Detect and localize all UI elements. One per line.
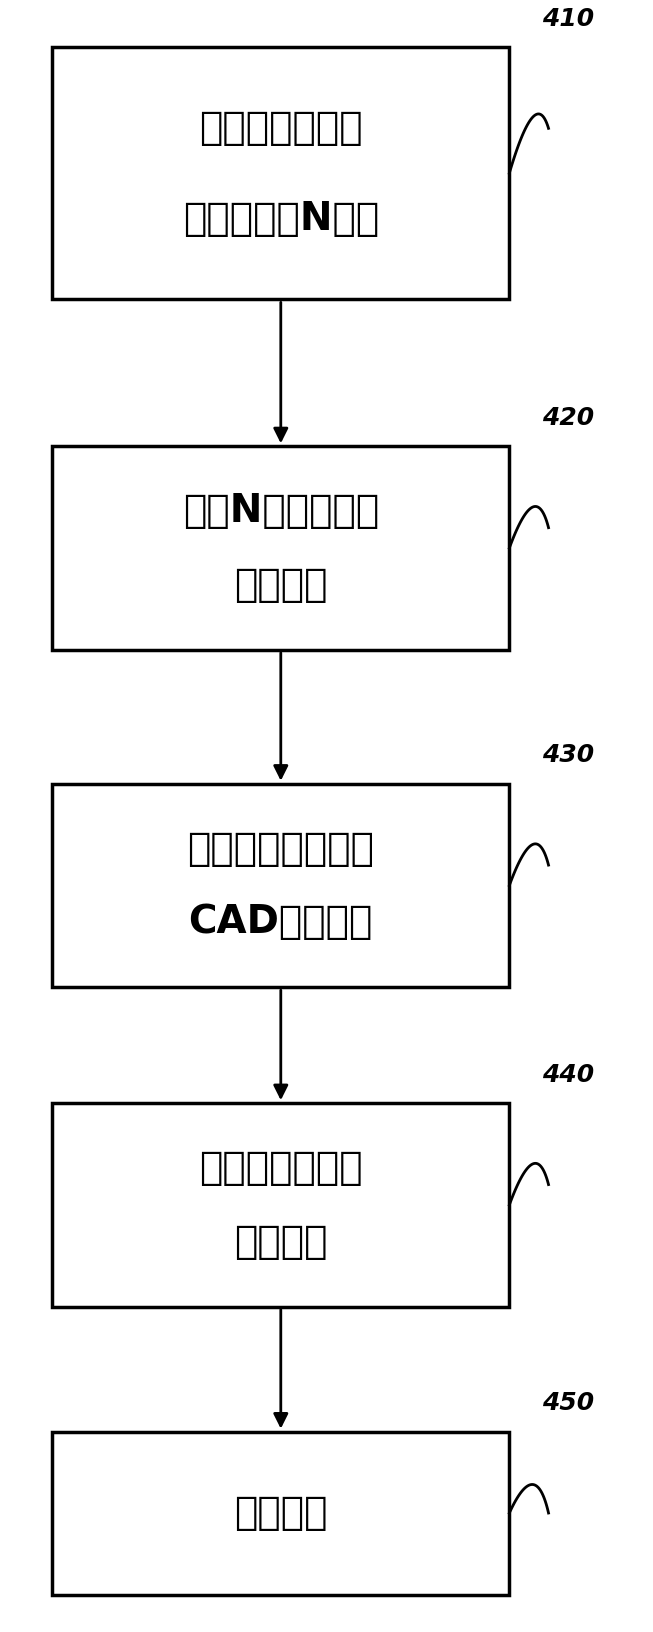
Bar xyxy=(52,1103,509,1307)
Text: 将直流电压加到: 将直流电压加到 xyxy=(199,109,362,147)
Bar xyxy=(52,783,509,987)
Bar xyxy=(52,446,509,650)
Text: 440: 440 xyxy=(542,1062,594,1087)
Text: 对比图像: 对比图像 xyxy=(234,566,328,604)
Text: 电路元件: 电路元件 xyxy=(234,1222,328,1260)
Text: CAD图像对齐: CAD图像对齐 xyxy=(189,902,373,942)
Text: 集成电路的N阱层: 集成电路的N阱层 xyxy=(183,199,379,238)
Text: 获取N阱层的电压: 获取N阱层的电压 xyxy=(183,493,379,530)
Text: 导航到要探测的: 导航到要探测的 xyxy=(199,1149,362,1186)
Text: 将电压对比图像与: 将电压对比图像与 xyxy=(187,829,374,868)
Text: 测量信号: 测量信号 xyxy=(234,1493,328,1532)
Text: 410: 410 xyxy=(542,7,594,31)
Bar xyxy=(52,47,509,300)
Text: 420: 420 xyxy=(542,406,594,429)
Text: 450: 450 xyxy=(542,1390,594,1415)
Text: 430: 430 xyxy=(542,743,594,767)
Bar xyxy=(52,1431,509,1594)
